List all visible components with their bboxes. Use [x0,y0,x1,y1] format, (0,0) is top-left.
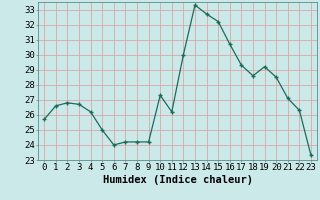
X-axis label: Humidex (Indice chaleur): Humidex (Indice chaleur) [103,175,252,185]
